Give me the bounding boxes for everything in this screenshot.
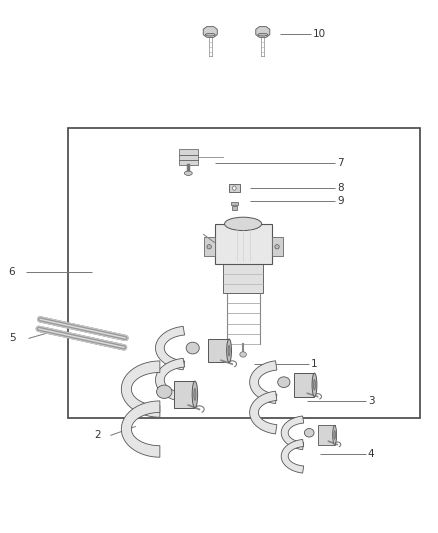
- Ellipse shape: [240, 352, 246, 357]
- Bar: [179, 149, 198, 155]
- Text: 10: 10: [313, 29, 326, 39]
- Polygon shape: [155, 358, 184, 402]
- Ellipse shape: [192, 381, 198, 408]
- Ellipse shape: [314, 379, 315, 390]
- Polygon shape: [256, 27, 270, 37]
- Text: 5: 5: [9, 334, 15, 343]
- Bar: [223, 264, 263, 293]
- Ellipse shape: [333, 425, 336, 445]
- Ellipse shape: [304, 429, 314, 437]
- Polygon shape: [250, 361, 277, 403]
- Ellipse shape: [258, 34, 268, 36]
- Ellipse shape: [186, 342, 199, 354]
- Polygon shape: [121, 401, 160, 457]
- Bar: [68, 128, 420, 418]
- Polygon shape: [155, 326, 184, 370]
- Text: 2: 2: [94, 431, 101, 440]
- Polygon shape: [203, 27, 217, 37]
- Ellipse shape: [312, 373, 317, 397]
- Ellipse shape: [207, 245, 211, 249]
- Bar: [204, 237, 215, 256]
- Ellipse shape: [157, 385, 172, 399]
- Bar: [272, 237, 283, 256]
- Ellipse shape: [275, 245, 279, 249]
- Polygon shape: [121, 361, 160, 417]
- Ellipse shape: [334, 431, 336, 439]
- Bar: [215, 224, 272, 264]
- Bar: [174, 381, 195, 408]
- Text: 7: 7: [337, 158, 344, 167]
- Polygon shape: [281, 416, 304, 450]
- Ellipse shape: [278, 377, 290, 387]
- Bar: [231, 201, 238, 205]
- Text: 9: 9: [337, 197, 344, 206]
- Ellipse shape: [233, 186, 236, 190]
- Text: 4: 4: [368, 449, 374, 459]
- Text: 3: 3: [368, 396, 374, 406]
- Ellipse shape: [205, 34, 215, 36]
- Bar: [232, 206, 237, 209]
- Bar: [179, 155, 198, 160]
- Bar: [179, 160, 198, 165]
- Ellipse shape: [184, 171, 192, 175]
- Polygon shape: [281, 439, 304, 473]
- Text: 1: 1: [311, 359, 318, 368]
- Text: 6: 6: [8, 267, 14, 277]
- Ellipse shape: [227, 339, 231, 362]
- Ellipse shape: [228, 345, 230, 356]
- Bar: [318, 425, 335, 445]
- Bar: [208, 339, 229, 362]
- Text: 8: 8: [337, 183, 344, 193]
- Ellipse shape: [194, 389, 196, 400]
- Bar: [229, 184, 240, 192]
- Bar: [294, 373, 314, 397]
- Ellipse shape: [225, 217, 261, 231]
- Polygon shape: [250, 391, 277, 434]
